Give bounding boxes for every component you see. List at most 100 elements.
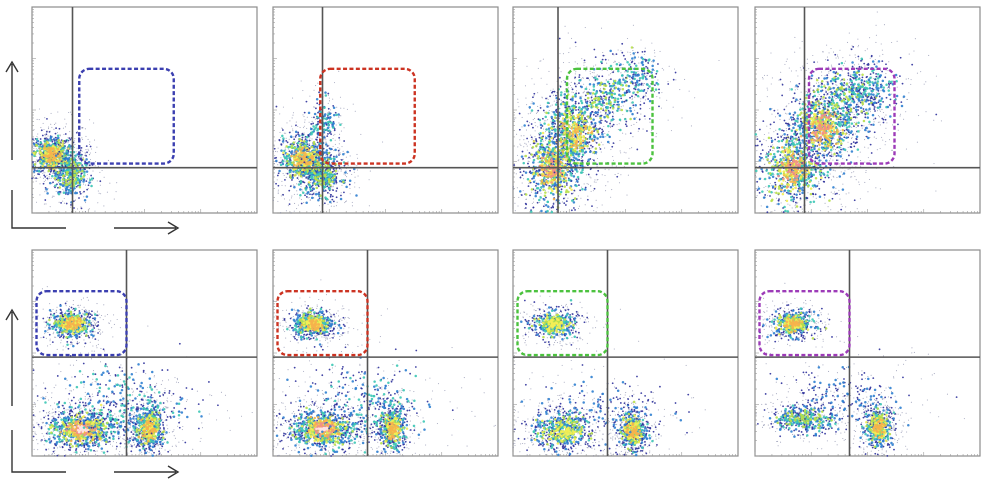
event-point [550,181,553,184]
event-point [275,160,278,163]
event-point [309,172,312,175]
event-point [41,156,44,159]
event-point [92,170,93,171]
event-point [343,165,345,167]
event-point [529,106,532,109]
event-point [90,159,91,160]
event-point [521,126,522,127]
event-point [578,184,580,186]
event-point [343,108,344,109]
event-point [566,169,567,170]
event-point [333,146,334,147]
event-point [530,153,533,156]
event-point [290,185,292,187]
event-point [579,189,581,191]
event-point [76,151,77,152]
panel-2 [273,7,498,214]
event-point [63,147,66,150]
event-point [580,160,582,162]
event-point [533,198,534,199]
event-point [581,96,582,97]
event-point [287,173,289,175]
event-point [52,157,53,158]
event-point [620,88,621,89]
event-point [289,169,290,170]
event-point [330,139,333,142]
event-point [314,160,317,163]
event-point [531,188,534,191]
event-point [551,92,553,94]
event-point [573,193,574,194]
event-point [331,199,333,201]
event-point [55,180,56,181]
event-point [289,171,292,174]
event-point [62,152,63,153]
event-point [42,160,45,163]
event-point [324,202,326,204]
event-point [313,128,316,131]
event-point [547,205,550,208]
event-point [326,185,328,187]
event-point [301,199,302,200]
event-point [587,199,589,201]
event-point [533,93,535,95]
event-point [620,174,621,175]
event-point [74,138,75,139]
event-point [300,151,303,154]
event-point [280,212,281,213]
event-point [77,148,78,149]
event-point [60,193,61,194]
event-point [311,131,314,134]
event-point [338,71,339,72]
event-point [82,139,83,140]
event-point [530,158,531,159]
event-point [314,151,317,154]
event-point [317,83,318,84]
event-point [310,123,312,125]
event-point [49,176,50,177]
event-point [340,115,341,116]
event-point [315,166,316,167]
event-point [523,170,525,172]
event-point [344,202,345,203]
event-point [317,142,319,144]
event-point [535,180,536,181]
event-point [559,77,561,79]
event-point [563,202,565,204]
event-point [583,65,584,66]
event-point [62,201,63,202]
event-point [525,171,528,174]
event-point [318,183,321,186]
event-point [57,162,58,163]
event-point [45,135,46,136]
event-point [282,129,284,131]
event-point [516,134,517,135]
event-point [291,177,294,180]
event-point [273,151,274,152]
event-point [59,154,62,157]
event-point [541,174,544,177]
event-point [551,211,554,214]
event-point [57,137,60,140]
event-point [317,121,319,123]
event-point [314,107,315,108]
event-point [561,71,562,72]
event-point [75,200,76,201]
event-point [325,142,326,143]
event-point [643,160,644,161]
event-point [340,159,341,160]
event-point [70,155,72,157]
event-point [329,119,330,120]
event-point [65,191,68,194]
event-point [550,163,552,165]
event-point [57,134,60,137]
event-point [73,207,75,209]
event-point [553,203,555,205]
event-point [66,184,69,187]
event-point [33,140,34,141]
event-point [85,149,86,150]
event-point [575,109,577,111]
event-point [589,141,591,143]
event-point [543,205,545,207]
event-point [89,179,92,182]
